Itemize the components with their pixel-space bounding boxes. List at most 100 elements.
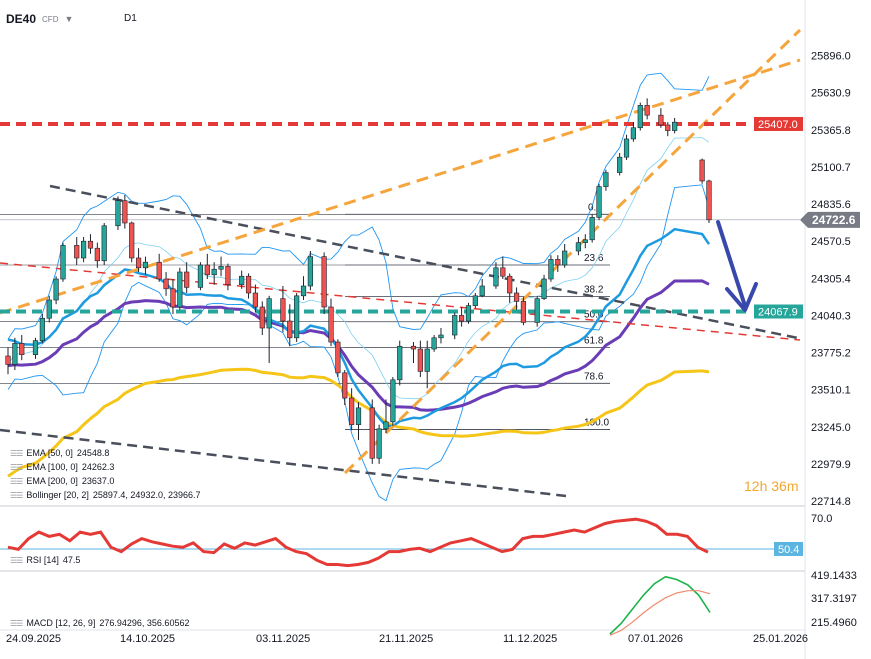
rsi-line bbox=[7, 517, 709, 568]
x-tick-label: 21.11.2025 bbox=[379, 633, 433, 645]
y-tick-label: 22714.8 bbox=[811, 496, 851, 508]
candle-body bbox=[397, 345, 403, 381]
indicator-settings-icon[interactable]: ☰☰ bbox=[10, 476, 23, 486]
y-tick-label: 25100.7 bbox=[811, 162, 851, 174]
chart-header: DE40 CFD ▼ bbox=[6, 10, 73, 28]
rsi-level-tag bbox=[774, 541, 803, 556]
ema100-line bbox=[7, 279, 710, 412]
candle-body bbox=[376, 428, 382, 459]
x-tick-label: 07.01.2026 bbox=[628, 633, 683, 645]
candle-body bbox=[637, 105, 643, 129]
candle-body bbox=[177, 271, 183, 308]
candle-body bbox=[122, 200, 128, 224]
red-dashed-trendline bbox=[0, 262, 801, 341]
candle-body bbox=[383, 421, 389, 430]
candle-body bbox=[12, 343, 18, 365]
steep-orange-trendline bbox=[343, 28, 802, 475]
candle-body bbox=[156, 261, 162, 280]
indicator-settings-icon[interactable]: ☰☰ bbox=[10, 462, 23, 472]
candle-body bbox=[699, 159, 705, 182]
candle-body bbox=[218, 266, 224, 270]
candle-body bbox=[431, 337, 437, 350]
fib-level-label: 50.0 bbox=[584, 310, 604, 321]
indicator-settings-icon[interactable]: ☰☰ bbox=[10, 555, 23, 565]
candle-body bbox=[39, 317, 45, 341]
candle-body bbox=[390, 379, 396, 423]
candle-body bbox=[252, 292, 259, 308]
last-price-tag bbox=[800, 211, 860, 228]
candle-body bbox=[452, 315, 458, 336]
ema200-line bbox=[7, 367, 710, 478]
candle-body bbox=[197, 264, 204, 288]
indicator-ema200[interactable]: ☰☰ EMA [200, 0] 23637.0 bbox=[10, 476, 115, 486]
timeframe-button[interactable]: D1 bbox=[124, 13, 137, 24]
candle-body bbox=[500, 267, 506, 277]
fib-level-label: 61.8 bbox=[584, 335, 604, 346]
indicator-settings-icon[interactable]: ☰☰ bbox=[10, 490, 23, 500]
candle-body bbox=[321, 256, 327, 308]
macd-signal-line bbox=[609, 590, 711, 636]
chevron-down-icon[interactable]: ▼ bbox=[64, 14, 74, 24]
candle-body bbox=[46, 299, 52, 319]
candle-body bbox=[630, 127, 637, 140]
candle-body bbox=[280, 298, 286, 322]
macd-y-tick: 215.4960 bbox=[811, 617, 857, 629]
candle-body bbox=[87, 240, 94, 249]
candle-body bbox=[534, 298, 540, 323]
symbol-label[interactable]: DE40 bbox=[6, 12, 37, 26]
candle-body bbox=[307, 256, 313, 287]
y-tick-label: 25896.0 bbox=[811, 51, 851, 63]
forecast-arrow-head bbox=[725, 282, 758, 312]
candle-body bbox=[170, 288, 176, 308]
candle-body bbox=[53, 278, 59, 301]
support-price-tag bbox=[754, 304, 803, 319]
indicator-settings-icon[interactable]: ☰☰ bbox=[10, 618, 23, 628]
candle-body bbox=[617, 156, 623, 173]
candle-body bbox=[644, 105, 650, 116]
candle-body bbox=[259, 306, 265, 329]
candle-body bbox=[623, 138, 630, 158]
indicator-ema100[interactable]: ☰☰ EMA [100, 0] 24262.3 bbox=[10, 462, 115, 472]
macd-line bbox=[609, 575, 711, 635]
indicator-bollinger[interactable]: ☰☰ Bollinger [20, 2] 25897.4, 24932.0, 2… bbox=[10, 490, 201, 500]
fib-level-label: 38.2 bbox=[584, 285, 604, 296]
candle-countdown: 12h 36m bbox=[744, 478, 799, 494]
y-tick-label: 24305.4 bbox=[811, 273, 851, 285]
candle-body bbox=[596, 186, 602, 218]
candle-body bbox=[135, 257, 142, 269]
candle-body bbox=[582, 239, 588, 243]
support-price-tag-label: 24067.9 bbox=[758, 307, 798, 319]
candle-body bbox=[555, 259, 561, 266]
y-tick-label: 25630.9 bbox=[811, 88, 851, 100]
candle-body bbox=[706, 180, 712, 221]
candle-body bbox=[115, 200, 121, 227]
macd-y-tick: 419.1433 bbox=[811, 570, 857, 582]
candle-body bbox=[562, 250, 568, 266]
candle-body bbox=[294, 295, 300, 339]
candle-body bbox=[239, 275, 245, 285]
candle-body bbox=[349, 397, 355, 425]
indicator-macd[interactable]: ☰☰ MACD [12, 26, 9] 276.94296, 356.60562 bbox=[10, 618, 190, 628]
indicator-rsi[interactable]: ☰☰ RSI [14] 47.5 bbox=[10, 555, 81, 565]
indicator-ema50[interactable]: ☰☰ EMA [50, 0] 24548.8 bbox=[10, 448, 110, 458]
candle-body bbox=[287, 320, 293, 339]
indicator-settings-icon[interactable]: ☰☰ bbox=[10, 448, 23, 458]
rsi-level-label: 50.4 bbox=[778, 544, 799, 556]
candle-body bbox=[328, 306, 334, 343]
candle-body bbox=[342, 372, 348, 399]
y-tick-label: 23510.1 bbox=[811, 385, 851, 397]
x-tick-label: 11.12.2025 bbox=[503, 633, 557, 645]
candle-body bbox=[32, 340, 39, 355]
candle-body bbox=[410, 345, 417, 350]
y-tick-label: 25365.8 bbox=[811, 125, 851, 137]
candle-body bbox=[541, 278, 547, 299]
candle-body bbox=[438, 334, 444, 339]
x-tick-label: 25.01.2026 bbox=[753, 633, 808, 645]
fib-level-label: 23.6 bbox=[584, 253, 604, 264]
candle-body bbox=[163, 278, 169, 290]
candle-body bbox=[101, 225, 107, 262]
candle-body bbox=[465, 305, 472, 322]
candle-body bbox=[672, 121, 678, 131]
candle-body bbox=[266, 298, 272, 329]
